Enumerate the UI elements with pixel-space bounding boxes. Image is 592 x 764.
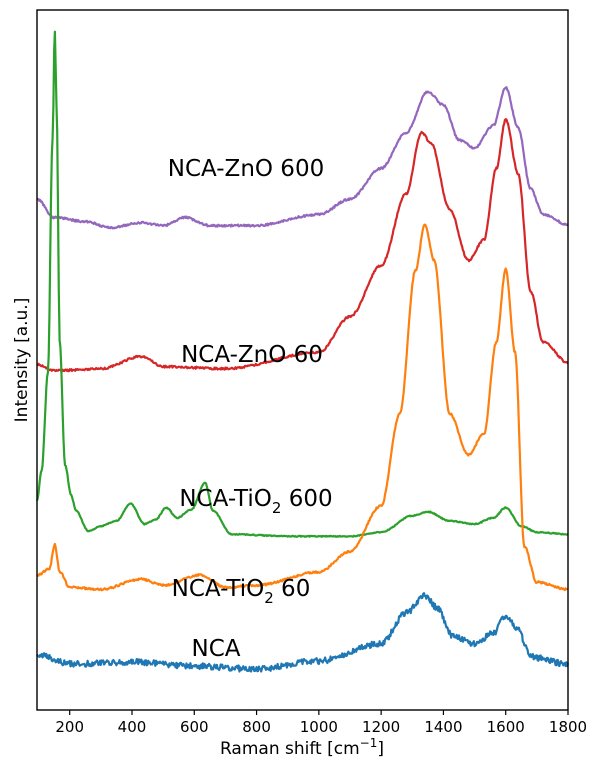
series-label-4: NCA <box>192 636 241 662</box>
series-label-1: NCA-ZnO 60 <box>181 342 323 368</box>
series-line-0 <box>36 86 569 230</box>
x-axis-ticks: 200 400 600 800 1000 1200 1400 1600 1800 <box>55 710 587 736</box>
series-labels: NCA-ZnO 600 NCA-ZnO 60 NCA-TiO2 600 NCA-TiO… <box>168 156 333 662</box>
series-line-3 <box>36 223 569 592</box>
x-tick-label-200: 200 <box>55 718 84 736</box>
series-label-3: NCA-TiO2 60 <box>172 576 311 607</box>
series-layer <box>35 30 570 673</box>
x-tick-label-600: 600 <box>180 718 209 736</box>
x-tick-label-1000: 1000 <box>300 718 338 736</box>
series-label-0: NCA-ZnO 600 <box>168 156 324 182</box>
x-tick-label-800: 800 <box>242 718 271 736</box>
x-tick-label-1400: 1400 <box>424 718 462 736</box>
x-axis-label: Raman shift [cm−1] <box>220 736 384 759</box>
plot-frame <box>36 9 569 711</box>
x-tick-label-400: 400 <box>118 718 147 736</box>
x-tick-label-1200: 1200 <box>362 718 400 736</box>
series-label-2: NCA-TiO2 600 <box>179 486 332 517</box>
x-tick-label-1800: 1800 <box>549 718 587 736</box>
series-line-4 <box>36 592 570 673</box>
x-tick-label-1600: 1600 <box>487 718 525 736</box>
series-line-2 <box>35 30 569 538</box>
y-axis-label: Intensity [a.u.] <box>12 298 32 423</box>
series-line-1 <box>36 118 569 373</box>
